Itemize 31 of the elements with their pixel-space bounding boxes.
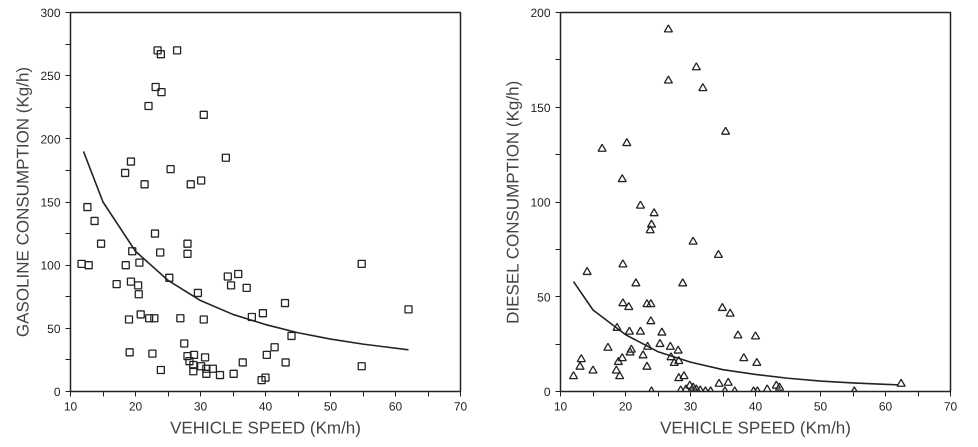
x-tick-label: 40 bbox=[258, 400, 272, 414]
y-tick-label: 0 bbox=[54, 385, 61, 399]
y-tick-label: 300 bbox=[40, 6, 61, 20]
x-tick-label: 40 bbox=[748, 400, 762, 414]
y-tick-label: 150 bbox=[530, 100, 551, 115]
y-tick-label: 50 bbox=[47, 322, 61, 336]
x-tick-label: 70 bbox=[454, 400, 468, 414]
x-axis-title: VEHICLE SPEED (Km/h) bbox=[170, 418, 361, 438]
line-series bbox=[82, 150, 410, 351]
x-tick-label: 10 bbox=[554, 400, 568, 414]
y-tick-label: 0 bbox=[544, 385, 551, 399]
x-tick-label: 60 bbox=[388, 400, 402, 414]
x-tick-label: 60 bbox=[878, 400, 892, 414]
x-axis-title: VEHICLE SPEED (Km/h) bbox=[660, 418, 851, 438]
x-tick-label: 20 bbox=[128, 400, 142, 414]
y-tick-label: 200 bbox=[530, 6, 551, 20]
y-tick-label: 50 bbox=[537, 290, 551, 304]
x-tick-label: 10 bbox=[64, 400, 78, 414]
y-tick-label: 100 bbox=[40, 258, 61, 273]
x-tick-label: 70 bbox=[944, 400, 958, 414]
y-tick-label: 250 bbox=[40, 69, 61, 84]
x-tick-label: 50 bbox=[814, 400, 828, 414]
y-tick-label: 200 bbox=[40, 132, 61, 146]
x-tick-label: 50 bbox=[324, 400, 338, 414]
x-tick-label: 30 bbox=[684, 400, 698, 414]
x-tick-label: 30 bbox=[194, 400, 208, 414]
x-tick-label: 20 bbox=[618, 400, 632, 414]
y-axis-title: GASOLINE CONSUMPTION (Kg/h) bbox=[13, 66, 32, 338]
y-tick-label: 150 bbox=[40, 196, 61, 210]
y-axis-title: DIESEL CONSUMPTION (Kg/h) bbox=[503, 80, 522, 324]
y-tick-label: 100 bbox=[530, 196, 551, 210]
